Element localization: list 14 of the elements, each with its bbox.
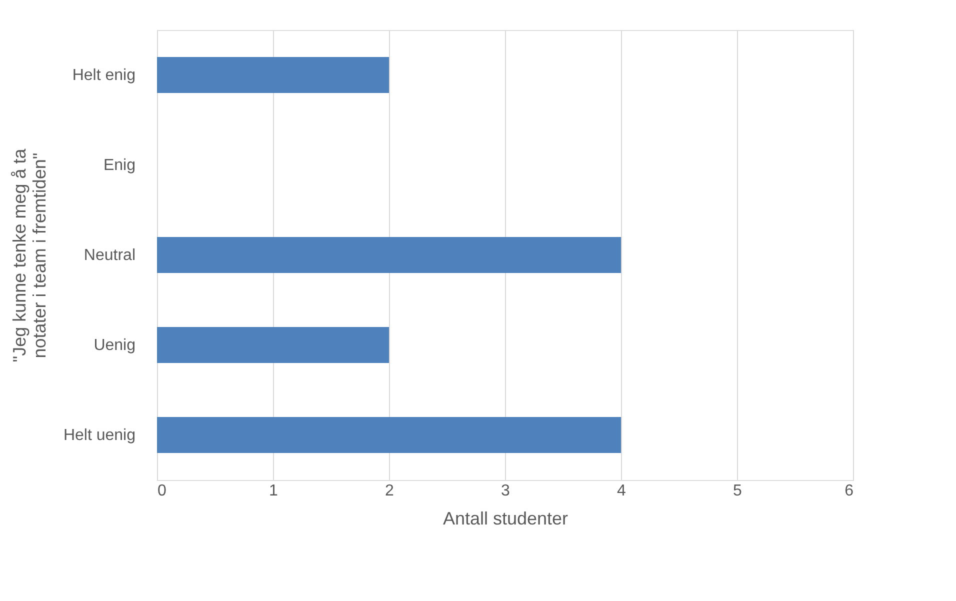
y-tick-label: Helt enig xyxy=(72,67,136,84)
x-tick-label: 5 xyxy=(733,482,742,500)
y-tick-label: Uenig xyxy=(94,337,136,354)
x-tick-label: 4 xyxy=(617,482,626,500)
y-tick-label: Helt uenig xyxy=(63,427,136,444)
x-tick-label: 6 xyxy=(844,482,854,500)
x-tick-label: 2 xyxy=(385,482,394,500)
x-tick-label: 3 xyxy=(501,482,510,500)
y-axis-title: "Jeg kunne tenke meg å ta notater i team i fremtiden" xyxy=(9,148,50,362)
y-tick-label: Neutral xyxy=(84,247,136,264)
x-axis-title: Antall studenter xyxy=(442,508,568,528)
y-tick-label: Enig xyxy=(103,157,136,174)
x-tick-label: 1 xyxy=(269,482,278,500)
x-tick-label: 0 xyxy=(158,482,166,500)
